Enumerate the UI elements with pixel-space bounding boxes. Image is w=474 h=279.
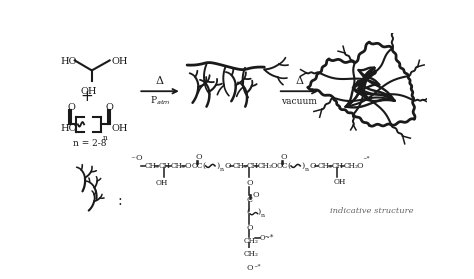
Text: O: O — [224, 162, 231, 170]
Text: ): ) — [217, 162, 220, 170]
Text: CH₂: CH₂ — [145, 162, 159, 170]
Text: n: n — [305, 167, 309, 172]
Text: n: n — [261, 213, 265, 218]
Text: O: O — [247, 179, 254, 187]
Text: OH: OH — [334, 178, 346, 186]
Text: CH₂: CH₂ — [244, 250, 259, 258]
Text: O: O — [135, 154, 142, 162]
Text: O: O — [281, 153, 288, 162]
Text: OH: OH — [111, 124, 128, 133]
Text: CH₂: CH₂ — [344, 162, 359, 170]
Text: OC: OC — [192, 162, 203, 170]
Text: CH₂: CH₂ — [318, 162, 333, 170]
Text: P$_{atm}$: P$_{atm}$ — [150, 95, 170, 107]
Text: (: ( — [202, 162, 206, 170]
Text: CH₂: CH₂ — [171, 162, 186, 170]
Text: :: : — [118, 194, 122, 208]
Text: (: ( — [247, 208, 250, 216]
Text: HO: HO — [61, 124, 77, 133]
Text: CH₂: CH₂ — [233, 162, 248, 170]
Text: O: O — [310, 162, 316, 170]
Text: ): ) — [302, 162, 305, 170]
Text: O: O — [196, 153, 202, 162]
Text: indicative structure: indicative structure — [330, 206, 414, 215]
Text: O: O — [356, 162, 363, 170]
Text: n: n — [219, 167, 224, 172]
Text: O: O — [252, 191, 259, 199]
Text: O: O — [247, 264, 254, 271]
Text: O: O — [106, 103, 114, 112]
Text: n: n — [103, 134, 108, 142]
Text: HO: HO — [61, 57, 77, 66]
Text: O: O — [247, 223, 254, 232]
Text: O: O — [270, 162, 277, 170]
Text: CH₂: CH₂ — [258, 162, 273, 170]
Text: OH: OH — [155, 179, 168, 187]
Text: OH: OH — [111, 57, 128, 66]
Text: vacuum: vacuum — [282, 97, 318, 106]
Text: Δ: Δ — [295, 76, 303, 86]
Text: C: C — [247, 196, 253, 204]
Text: ~*: ~* — [253, 264, 261, 268]
Text: (: ( — [288, 162, 291, 170]
Text: n = 2-8: n = 2-8 — [73, 139, 107, 148]
Text: O: O — [185, 162, 191, 170]
Text: O: O — [67, 103, 75, 112]
Text: CH: CH — [158, 162, 171, 170]
Text: CH: CH — [247, 162, 259, 170]
Text: Δ: Δ — [156, 76, 164, 86]
Text: ~: ~ — [130, 156, 136, 161]
Text: OC: OC — [277, 162, 288, 170]
Text: O~*: O~* — [260, 234, 274, 242]
Text: ~*: ~* — [362, 156, 370, 161]
Text: CH₂: CH₂ — [244, 237, 259, 245]
Text: CH: CH — [332, 162, 344, 170]
Text: ): ) — [258, 208, 261, 216]
Text: OH: OH — [81, 87, 97, 96]
Text: +: + — [80, 89, 93, 104]
